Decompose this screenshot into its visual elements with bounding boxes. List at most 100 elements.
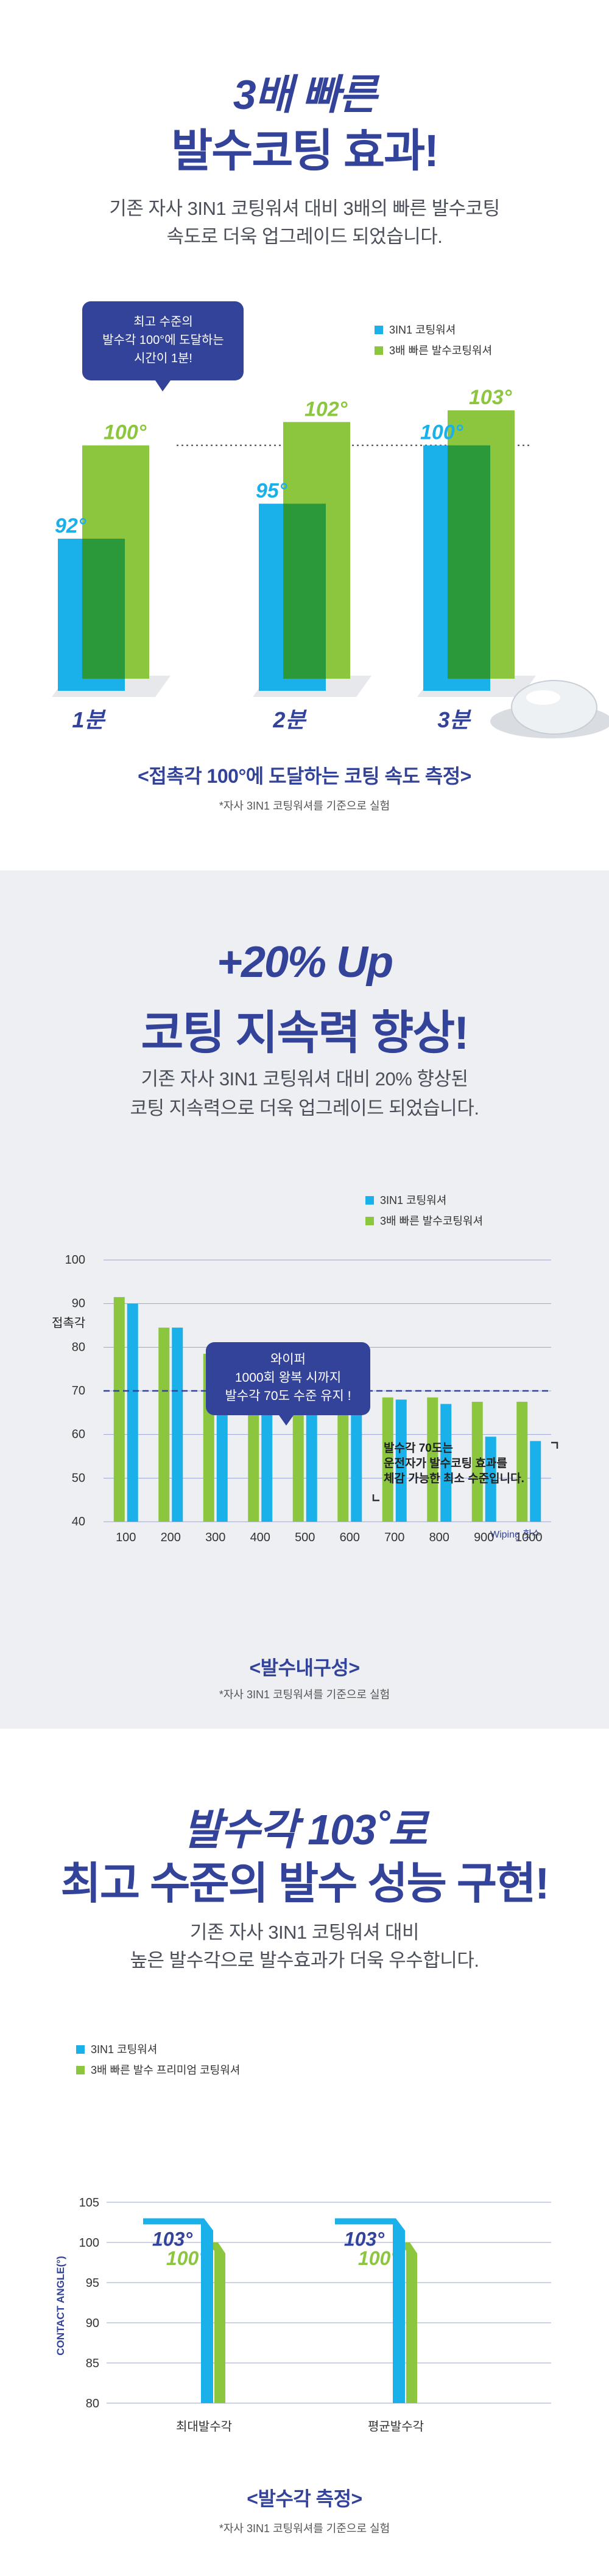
- section2-desc-line1: 기존 자사 3IN1 코팅워셔 대비 20% 향상된: [141, 1068, 468, 1090]
- bar-fast: [113, 1297, 125, 1522]
- label-3in1: 92°: [55, 514, 86, 537]
- section3-chart-caption: <발수각 측정>: [247, 2488, 362, 2510]
- contact-angle-legend: 3IN1 코팅워셔 3배 빠른 발수 프리미엄 코팅워셔: [76, 2043, 240, 2076]
- legend-swatch: [365, 1196, 374, 1205]
- section2-chart-note: *자사 3IN1 코팅워셔를 기준으로 실험: [219, 1689, 390, 1701]
- section-durability: +20% Up 코팅 지속력 향상! 기존 자사 3IN1 코팅워셔 대비 20…: [0, 870, 609, 1729]
- legend-label: 3배 빠른 발수 프리미엄 코팅워셔: [91, 2064, 240, 2076]
- label-3in1: 100°: [166, 2247, 206, 2269]
- bar-fast: [427, 1397, 438, 1522]
- bar-3in1: [485, 1437, 496, 1522]
- bar-overlap: [448, 445, 490, 679]
- label-fast: 103°: [469, 386, 512, 409]
- x-tick-label: 500: [295, 1531, 315, 1544]
- section-coating-speed: 3배 빠른 발수코팅 효과! 기존 자사 3IN1 코팅워셔 대비 3배의 빠른…: [0, 0, 609, 870]
- label-3in1: 95°: [256, 480, 287, 503]
- label-premium: 103°: [344, 2228, 384, 2250]
- section1-title-line2: 발수코팅 효과!: [171, 125, 439, 176]
- bar-overlap: [283, 503, 326, 679]
- y-tick-label: 95: [86, 2277, 99, 2290]
- legend-swatch: [76, 2066, 85, 2074]
- threshold-note-line2: 운전자가 발수코팅 효과를: [384, 1457, 507, 1470]
- y-tick-label: 100: [65, 1253, 85, 1267]
- x-tick-label: 400: [250, 1531, 270, 1544]
- section-contact-angle: 발수각 103˚로 최고 수준의 발수 성능 구현! 기존 자사 3IN1 코팅…: [0, 1729, 609, 2576]
- water-drop-icon: [490, 680, 609, 738]
- x-tick-label: 최대발수각: [176, 2420, 232, 2434]
- threshold-note-line3: 체감 가능한 최소 수준입니다.: [384, 1472, 524, 1485]
- section3-title-line1: 발수각 103˚로: [183, 1806, 427, 1853]
- bubble-line2: 1000회 왕복 시까지: [235, 1371, 341, 1385]
- legend-swatch: [375, 326, 383, 334]
- durability-legend: 3IN1 코팅워셔 3배 빠른 발수코팅워셔: [365, 1194, 483, 1227]
- bar-3in1: [172, 1328, 183, 1522]
- x-axis-label: Wiping 횟수: [490, 1529, 541, 1540]
- y-tick-label: 80: [86, 2397, 99, 2410]
- legend-label: 3IN1 코팅워셔: [380, 1194, 446, 1206]
- section1-chart-caption: <접촉각 100°에 도달하는 코팅 속도 측정>: [138, 765, 471, 787]
- bar-fast: [382, 1397, 393, 1522]
- bubble-line2: 발수각 100°에 도달하는: [102, 333, 224, 347]
- section3-desc-line1: 기존 자사 3IN1 코팅워셔 대비: [189, 1922, 420, 1943]
- bar-premium: [335, 2218, 405, 2403]
- y-tick-label: 50: [72, 1471, 85, 1485]
- x-tick-label: 1000: [515, 1531, 543, 1544]
- x-tick-label: 200: [161, 1531, 181, 1544]
- bar-3in1: [351, 1393, 362, 1522]
- y-tick-label: 105: [79, 2196, 99, 2210]
- bar-fast: [471, 1401, 483, 1522]
- bubble-line1: 최고 수준의: [133, 315, 193, 329]
- bar-overlap: [82, 539, 125, 679]
- bar-fast: [158, 1328, 170, 1522]
- y-axis-label: CONTACT ANGLE(°): [55, 2256, 66, 2356]
- category-label: 3분: [437, 707, 471, 732]
- legend-label: 3IN1 코팅워셔: [91, 2043, 157, 2056]
- y-tick-label: 85: [86, 2357, 99, 2370]
- x-tick-label: 800: [429, 1531, 449, 1544]
- bar-3in1: [440, 1404, 452, 1522]
- contact-angle-chart: 3IN1 코팅워셔 3배 빠른 발수 프리미엄 코팅워셔 CONTACT ANGL…: [55, 2043, 551, 2434]
- bubble-line1: 와이퍼: [270, 1353, 306, 1367]
- y-axis-label: 접촉각: [52, 1316, 85, 1330]
- label-3in1: 100°: [358, 2247, 398, 2269]
- durability-chart: 3IN1 코팅워셔 3배 빠른 발수코팅워셔 접촉각 Wiping 횟수 40 50…: [52, 1194, 558, 1544]
- legend-label: 3배 빠른 발수코팅워셔: [380, 1215, 483, 1227]
- bar-3in1: [207, 2242, 225, 2403]
- y-tick-label: 90: [86, 2317, 99, 2330]
- legend-label: 3배 빠른 발수코팅워셔: [389, 345, 492, 357]
- speed-legend: 3IN1 코팅워셔 3배 빠른 발수코팅워셔: [375, 324, 492, 357]
- bar-3in1: [395, 1399, 407, 1522]
- bar-premium: [143, 2218, 213, 2403]
- speed-chart: 최고 수준의 발수각 100°에 도달하는 시간이 1분! 3IN1 코팅워셔3…: [52, 301, 609, 738]
- section3-chart-note: *자사 3IN1 코팅워셔를 기준으로 실험: [219, 2522, 390, 2535]
- x-tick-label: 700: [384, 1531, 404, 1544]
- y-tick-label: 90: [72, 1297, 85, 1311]
- category-label: 1분: [72, 707, 106, 732]
- section2-desc-line2: 코팅 지속력으로 더욱 업그레이드 되었습니다.: [130, 1097, 479, 1119]
- section2-title-line1: +20% Up: [216, 938, 393, 987]
- section1-title-line1: 3배 빠른: [233, 72, 377, 118]
- x-tick-label: 600: [340, 1531, 360, 1544]
- y-tick-label: 80: [72, 1340, 85, 1354]
- section2-chart-caption: <발수내구성>: [249, 1657, 360, 1679]
- bar-3in1: [399, 2242, 417, 2403]
- label-3in1: 100°: [420, 421, 463, 444]
- y-tick-label: 70: [72, 1384, 85, 1398]
- x-tick-label: 100: [116, 1531, 136, 1544]
- legend-swatch: [76, 2045, 85, 2054]
- section3-title-line2: 최고 수준의 발수 성능 구현!: [60, 1860, 550, 1908]
- category-label: 2분: [272, 707, 307, 732]
- bar-fast: [516, 1401, 528, 1522]
- bar-3in1: [127, 1303, 138, 1522]
- x-tick-label: 900: [474, 1531, 494, 1544]
- threshold-note-line1: 발수각 70도는: [384, 1441, 453, 1455]
- label-fast: 100°: [104, 421, 147, 444]
- x-tick-label: 평균발수각: [368, 2420, 424, 2434]
- section1-chart-note: *자사 3IN1 코팅워셔를 기준으로 실험: [219, 800, 390, 812]
- label-premium: 103°: [152, 2228, 192, 2250]
- x-tick-label: 300: [205, 1531, 225, 1544]
- section1-desc-line1: 기존 자사 3IN1 코팅워셔 대비 3배의 빠른 발수코팅: [109, 198, 500, 219]
- bubble-line3: 시간이 1분!: [134, 351, 192, 365]
- y-tick-label: 40: [72, 1515, 85, 1528]
- legend-label: 3IN1 코팅워셔: [389, 324, 456, 336]
